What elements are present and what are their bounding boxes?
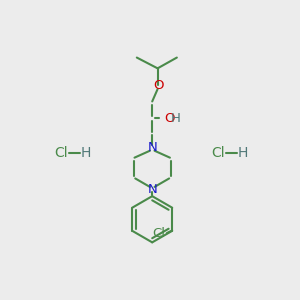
- Text: Cl: Cl: [211, 146, 224, 160]
- Text: H: H: [238, 146, 248, 160]
- Text: H: H: [171, 112, 181, 125]
- Text: O: O: [153, 79, 164, 92]
- Text: Cl: Cl: [54, 146, 68, 160]
- Text: H: H: [81, 146, 91, 160]
- Text: O: O: [164, 112, 174, 125]
- Text: N: N: [147, 183, 157, 196]
- Text: N: N: [147, 141, 157, 154]
- Text: Cl: Cl: [152, 227, 165, 240]
